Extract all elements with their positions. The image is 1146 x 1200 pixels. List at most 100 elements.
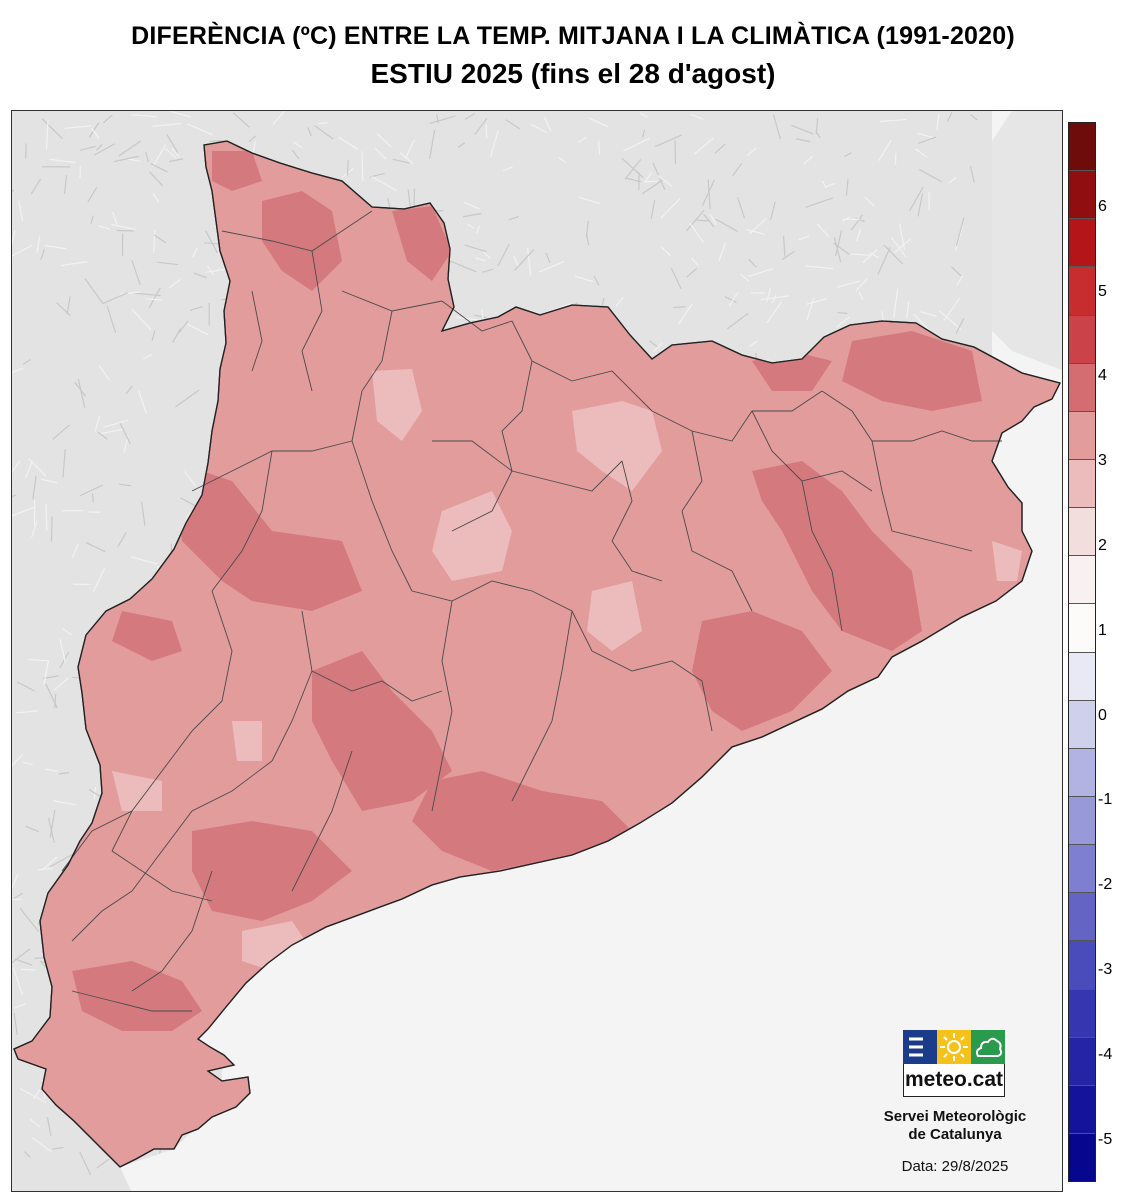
comarca-border xyxy=(432,440,513,532)
relief-stroke xyxy=(36,235,41,253)
relief-stroke xyxy=(12,494,16,497)
relief-stroke xyxy=(455,316,481,321)
relief-stroke xyxy=(64,125,92,129)
relief-stroke xyxy=(117,532,127,547)
relief-stroke xyxy=(918,136,937,144)
relief-stroke xyxy=(864,196,875,207)
relief-stroke xyxy=(624,159,642,180)
relief-stroke xyxy=(110,223,136,231)
relief-stroke xyxy=(157,261,178,266)
relief-stroke xyxy=(806,298,827,305)
anomaly-zone xyxy=(587,581,642,651)
anomaly-zone xyxy=(992,541,1022,581)
relief-stroke xyxy=(53,800,76,806)
map-frame xyxy=(11,110,1063,1192)
catalonia-anomaly-map xyxy=(12,111,1062,1191)
relief-stroke xyxy=(429,115,456,125)
relief-stroke xyxy=(85,542,106,553)
relief-stroke xyxy=(714,143,726,154)
relief-stroke xyxy=(824,182,835,188)
relief-stroke xyxy=(639,112,648,118)
relief-stroke xyxy=(131,114,157,118)
relief-stroke xyxy=(318,121,328,125)
relief-stroke xyxy=(392,158,410,164)
anomaly-zone xyxy=(112,611,182,661)
relief-stroke xyxy=(654,134,683,148)
relief-stroke xyxy=(12,230,16,246)
relief-stroke xyxy=(71,543,79,559)
relief-stroke xyxy=(56,302,71,317)
relief-stroke xyxy=(578,196,600,205)
relief-stroke xyxy=(890,237,907,258)
relief-stroke xyxy=(845,179,849,196)
relief-stroke xyxy=(24,1151,31,1158)
relief-stroke xyxy=(45,503,48,531)
comarca-border xyxy=(351,440,413,592)
relief-stroke xyxy=(936,112,940,131)
legend-tick-label: 6 xyxy=(1098,197,1107,215)
relief-stroke xyxy=(947,112,953,122)
relief-stroke xyxy=(463,201,480,210)
relief-stroke xyxy=(795,138,811,143)
relief-stroke xyxy=(674,140,677,165)
relief-stroke xyxy=(40,249,45,260)
legend-swatch xyxy=(1069,748,1095,797)
relief-stroke xyxy=(955,317,965,334)
relief-stroke xyxy=(166,134,179,153)
relief-stroke xyxy=(593,275,600,286)
relief-stroke xyxy=(798,235,810,241)
comarca-border xyxy=(291,750,353,892)
relief-stroke xyxy=(101,292,129,305)
relief-stroke xyxy=(645,180,658,183)
relief-stroke xyxy=(94,415,101,432)
relief-stroke xyxy=(134,292,161,297)
relief-stroke xyxy=(732,162,743,177)
relief-stroke xyxy=(858,291,864,301)
relief-stroke xyxy=(31,521,38,538)
relief-stroke xyxy=(878,139,892,161)
relief-stroke xyxy=(98,364,111,381)
relief-stroke xyxy=(641,129,646,138)
logo-cloud-icon xyxy=(971,1030,1005,1064)
relief-stroke xyxy=(709,213,718,226)
relief-stroke xyxy=(643,172,653,183)
legend-swatch xyxy=(1069,315,1095,364)
relief-stroke xyxy=(909,186,924,211)
relief-stroke xyxy=(12,506,37,517)
relief-stroke xyxy=(20,968,36,971)
relief-stroke xyxy=(835,230,843,256)
relief-stroke xyxy=(457,142,466,149)
relief-stroke xyxy=(660,198,681,219)
relief-stroke xyxy=(28,658,50,662)
relief-stroke xyxy=(32,475,37,500)
relief-stroke xyxy=(184,471,197,487)
relief-stroke xyxy=(574,275,594,283)
relief-stroke xyxy=(146,298,162,301)
relief-stroke xyxy=(14,958,33,966)
relief-stroke xyxy=(917,132,933,138)
legend-swatch xyxy=(1069,267,1095,316)
relief-stroke xyxy=(125,385,133,395)
legend-swatch xyxy=(1069,219,1095,268)
comarca-border xyxy=(311,670,443,702)
relief-stroke xyxy=(187,123,213,136)
comarca-border xyxy=(191,590,233,732)
relief-stroke xyxy=(12,367,24,374)
relief-stroke xyxy=(815,130,821,139)
comarca-border xyxy=(801,480,843,632)
anomaly-zone xyxy=(392,206,452,281)
relief-stroke xyxy=(943,297,961,321)
relief-stroke xyxy=(152,122,182,127)
relief-stroke xyxy=(514,248,535,271)
relief-stroke xyxy=(19,907,40,933)
relief-stroke xyxy=(678,303,693,325)
relief-stroke xyxy=(100,428,124,435)
relief-stroke xyxy=(45,683,58,709)
relief-stroke xyxy=(862,249,878,264)
relief-stroke xyxy=(143,353,153,360)
legend-swatch xyxy=(1069,411,1095,460)
relief-stroke xyxy=(33,1089,41,1100)
relief-stroke xyxy=(90,215,94,224)
relief-stroke xyxy=(152,144,167,168)
relief-stroke xyxy=(728,291,739,307)
